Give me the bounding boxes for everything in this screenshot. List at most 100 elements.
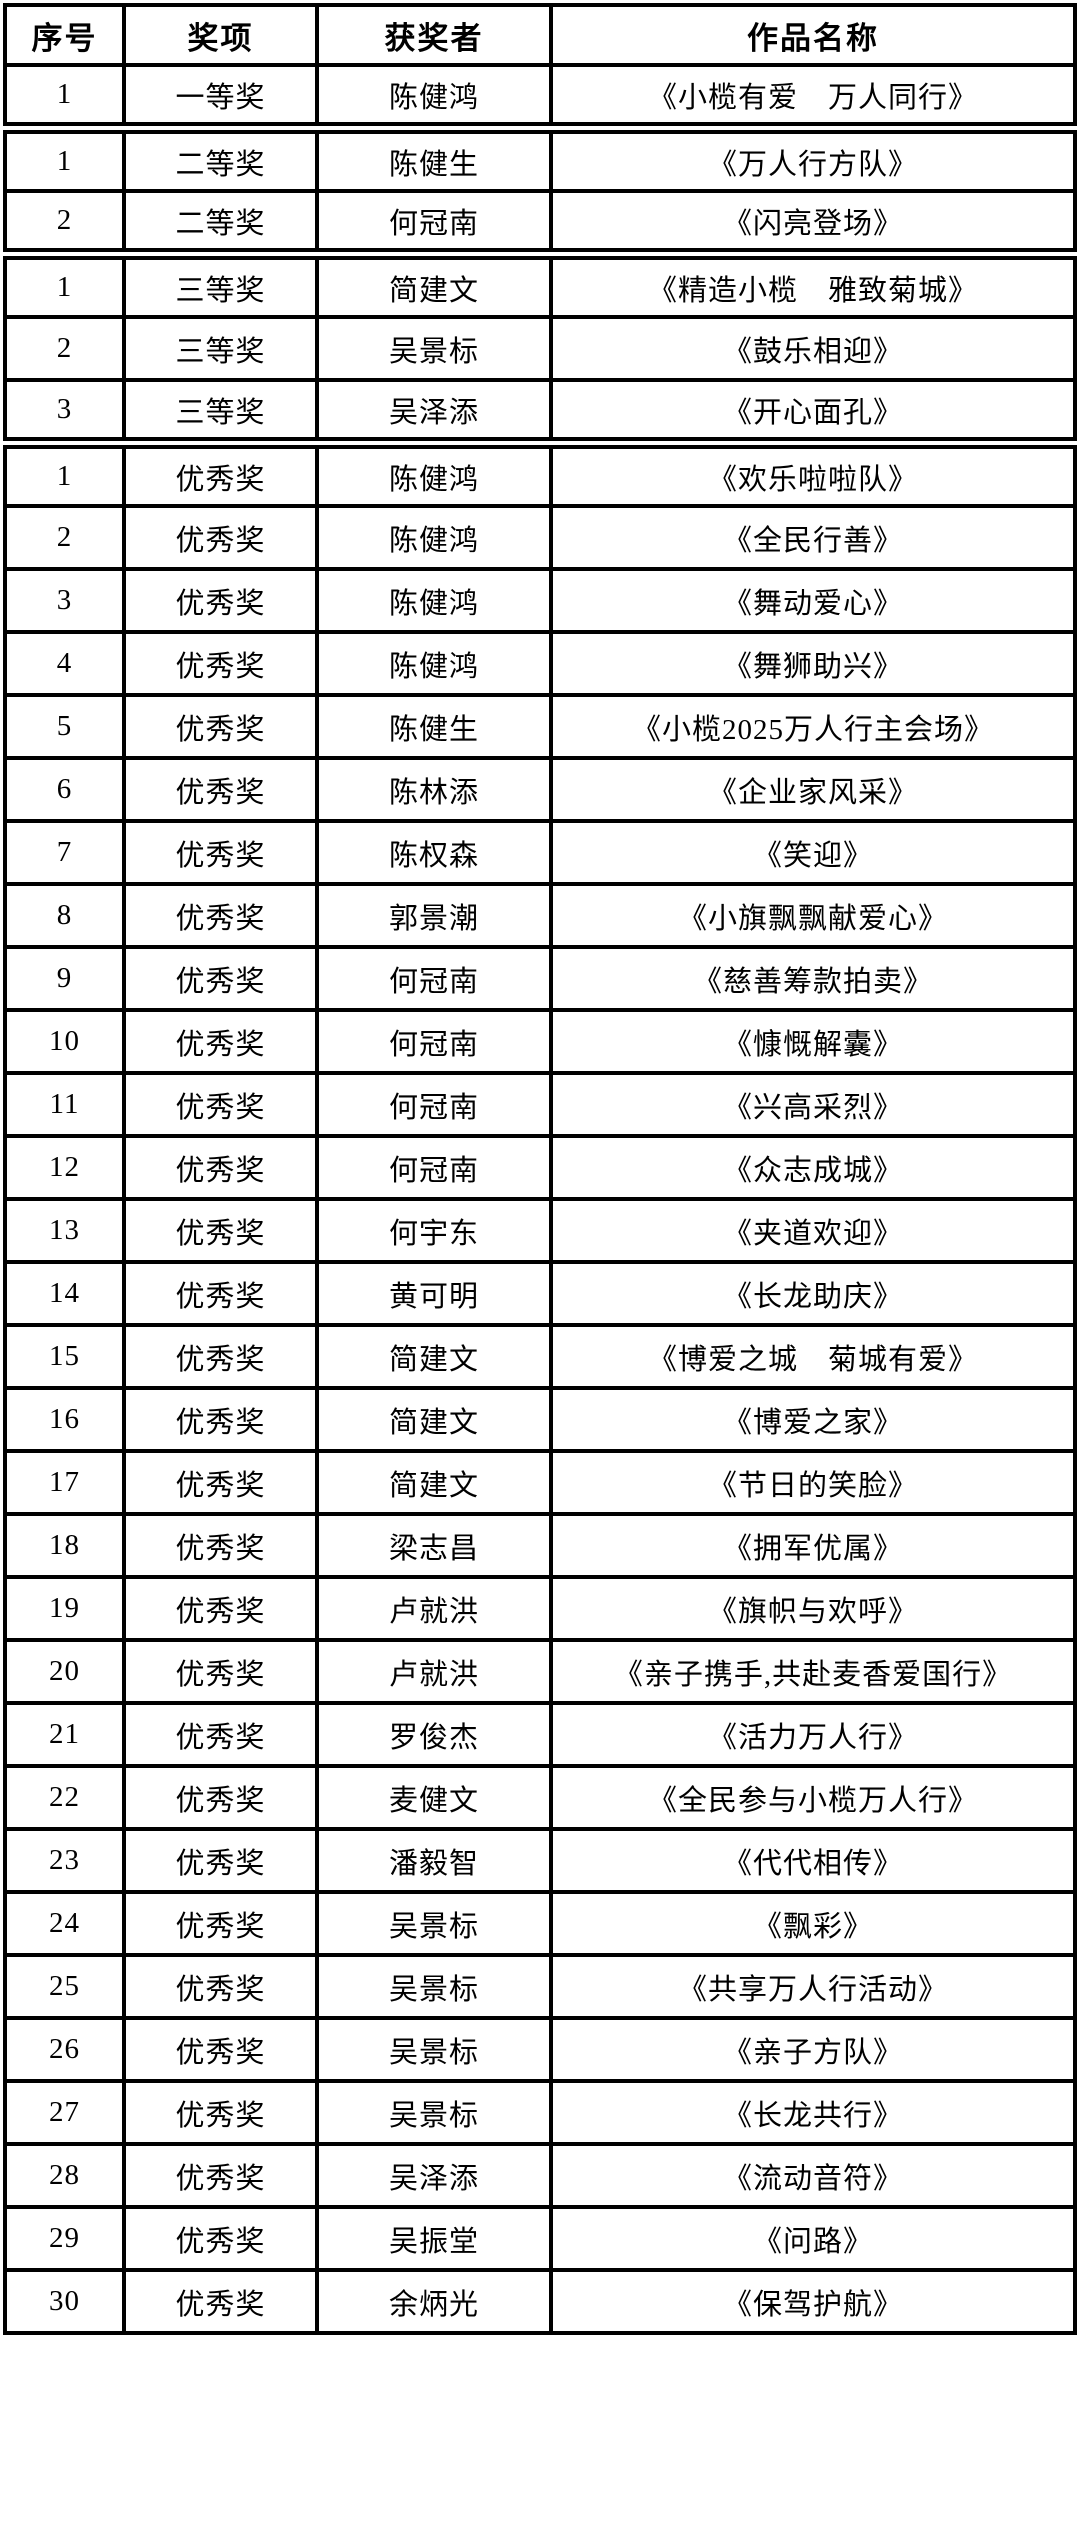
cell-winner: 简建文: [315, 248, 553, 319]
cell-winner: 麦健文: [315, 1764, 553, 1831]
cell-title: 《全民参与小榄万人行》: [549, 1764, 1077, 1831]
cell-title: 《问路》: [549, 2205, 1077, 2272]
cell-award: 优秀奖: [122, 1071, 319, 1138]
header-cell-title: 作品名称: [549, 3, 1077, 67]
cell-award: 优秀奖: [122, 2205, 319, 2272]
cell-title: 《万人行方队》: [549, 122, 1077, 193]
table-row: 25 优秀奖 吴景标 《共享万人行活动》: [3, 1953, 1077, 2020]
table-row: 12 优秀奖 何冠南 《众志成城》: [3, 1134, 1077, 1201]
cell-award: 优秀奖: [122, 1323, 319, 1390]
table-row: 27 优秀奖 吴景标 《长龙共行》: [3, 2079, 1077, 2146]
cell-winner: 陈健鸿: [315, 567, 553, 634]
cell-title: 《保驾护航》: [549, 2268, 1077, 2335]
cell-index: 18: [3, 1512, 126, 1579]
cell-title: 《全民行善》: [549, 504, 1077, 571]
cell-title: 《开心面孔》: [549, 378, 1077, 445]
cell-award: 优秀奖: [122, 437, 319, 508]
cell-award: 三等奖: [122, 248, 319, 319]
cell-title: 《共享万人行活动》: [549, 1953, 1077, 2020]
table-row: 30 优秀奖 余炳光 《保驾护航》: [3, 2268, 1077, 2335]
cell-winner: 简建文: [315, 1449, 553, 1516]
cell-index: 2: [3, 189, 126, 256]
cell-title: 《流动音符》: [549, 2142, 1077, 2209]
table-row: 10 优秀奖 何冠南 《慷慨解囊》: [3, 1008, 1077, 1075]
cell-title: 《博爱之家》: [549, 1386, 1077, 1453]
cell-award: 优秀奖: [122, 630, 319, 697]
cell-award: 优秀奖: [122, 1386, 319, 1453]
cell-title: 《旗帜与欢呼》: [549, 1575, 1077, 1642]
cell-award: 优秀奖: [122, 1701, 319, 1768]
cell-title: 《亲子携手,共赴麦香爱国行》: [549, 1638, 1077, 1705]
awards-table: 序号 奖项 获奖者 作品名称 1 一等奖 陈健鸿 《小榄有爱 万人同行》 1 二等奖 陈健生…: [3, 3, 1077, 2335]
cell-index: 28: [3, 2142, 126, 2209]
cell-winner: 吴景标: [315, 1890, 553, 1957]
table-row: 20 优秀奖 卢就洪 《亲子携手,共赴麦香爱国行》: [3, 1638, 1077, 1705]
cell-index: 26: [3, 2016, 126, 2083]
cell-winner: 陈健生: [315, 693, 553, 760]
cell-index: 1: [3, 437, 126, 508]
cell-winner: 何冠南: [315, 1008, 553, 1075]
table-row: 3 三等奖 吴泽添 《开心面孔》: [3, 378, 1077, 445]
table-row: 24 优秀奖 吴景标 《飘彩》: [3, 1890, 1077, 1957]
table-row: 29 优秀奖 吴振堂 《问路》: [3, 2205, 1077, 2272]
table-row: 18 优秀奖 梁志昌 《拥军优属》: [3, 1512, 1077, 1579]
cell-winner: 陈权森: [315, 819, 553, 886]
cell-award: 优秀奖: [122, 504, 319, 571]
table-row: 21 优秀奖 罗俊杰 《活力万人行》: [3, 1701, 1077, 1768]
cell-winner: 吴景标: [315, 315, 553, 382]
cell-title: 《兴高采烈》: [549, 1071, 1077, 1138]
cell-index: 3: [3, 567, 126, 634]
cell-winner: 陈健鸿: [315, 504, 553, 571]
cell-winner: 何宇东: [315, 1197, 553, 1264]
cell-award: 三等奖: [122, 378, 319, 445]
cell-index: 27: [3, 2079, 126, 2146]
header-cell-award: 奖项: [122, 3, 319, 67]
cell-winner: 潘毅智: [315, 1827, 553, 1894]
cell-index: 4: [3, 630, 126, 697]
cell-award: 优秀奖: [122, 1827, 319, 1894]
cell-award: 优秀奖: [122, 1449, 319, 1516]
cell-award: 优秀奖: [122, 1197, 319, 1264]
cell-index: 7: [3, 819, 126, 886]
header-row: 序号 奖项 获奖者 作品名称: [3, 3, 1077, 67]
cell-award: 优秀奖: [122, 2016, 319, 2083]
cell-winner: 吴振堂: [315, 2205, 553, 2272]
table-row: 8 优秀奖 郭景潮 《小旗飘飘献爱心》: [3, 882, 1077, 949]
cell-index: 29: [3, 2205, 126, 2272]
cell-title: 《节日的笑脸》: [549, 1449, 1077, 1516]
cell-index: 12: [3, 1134, 126, 1201]
table-row: 2 优秀奖 陈健鸿 《全民行善》: [3, 504, 1077, 571]
cell-title: 《小榄2025万人行主会场》: [549, 693, 1077, 760]
cell-winner: 卢就洪: [315, 1575, 553, 1642]
cell-title: 《欢乐啦啦队》: [549, 437, 1077, 508]
cell-index: 24: [3, 1890, 126, 1957]
cell-title: 《鼓乐相迎》: [549, 315, 1077, 382]
cell-index: 17: [3, 1449, 126, 1516]
awards-page: 序号 奖项 获奖者 作品名称 1 一等奖 陈健鸿 《小榄有爱 万人同行》 1 二等奖 陈健生…: [0, 3, 1080, 2335]
table-row: 15 优秀奖 简建文 《博爱之城 菊城有爱》: [3, 1323, 1077, 1390]
cell-winner: 吴景标: [315, 1953, 553, 2020]
cell-winner: 何冠南: [315, 945, 553, 1012]
header-cell-index: 序号: [3, 3, 126, 67]
table-row: 19 优秀奖 卢就洪 《旗帜与欢呼》: [3, 1575, 1077, 1642]
cell-award: 优秀奖: [122, 756, 319, 823]
cell-index: 3: [3, 378, 126, 445]
table-row: 14 优秀奖 黄可明 《长龙助庆》: [3, 1260, 1077, 1327]
cell-award: 优秀奖: [122, 1890, 319, 1957]
cell-title: 《长龙助庆》: [549, 1260, 1077, 1327]
cell-award: 优秀奖: [122, 1008, 319, 1075]
table-row: 16 优秀奖 简建文 《博爱之家》: [3, 1386, 1077, 1453]
table-row: 3 优秀奖 陈健鸿 《舞动爱心》: [3, 567, 1077, 634]
table-row: 26 优秀奖 吴景标 《亲子方队》: [3, 2016, 1077, 2083]
table-body: 1 一等奖 陈健鸿 《小榄有爱 万人同行》 1 二等奖 陈健生 《万人行方队》 2 二等奖 何冠南《…: [3, 63, 1077, 2335]
table-row: 9 优秀奖 何冠南 《慈善筹款拍卖》: [3, 945, 1077, 1012]
cell-index: 16: [3, 1386, 126, 1453]
cell-winner: 陈林添: [315, 756, 553, 823]
cell-award: 优秀奖: [122, 945, 319, 1012]
cell-title: 《舞动爱心》: [549, 567, 1077, 634]
cell-winner: 卢就洪: [315, 1638, 553, 1705]
cell-winner: 梁志昌: [315, 1512, 553, 1579]
cell-title: 《飘彩》: [549, 1890, 1077, 1957]
cell-award: 优秀奖: [122, 2268, 319, 2335]
cell-index: 20: [3, 1638, 126, 1705]
